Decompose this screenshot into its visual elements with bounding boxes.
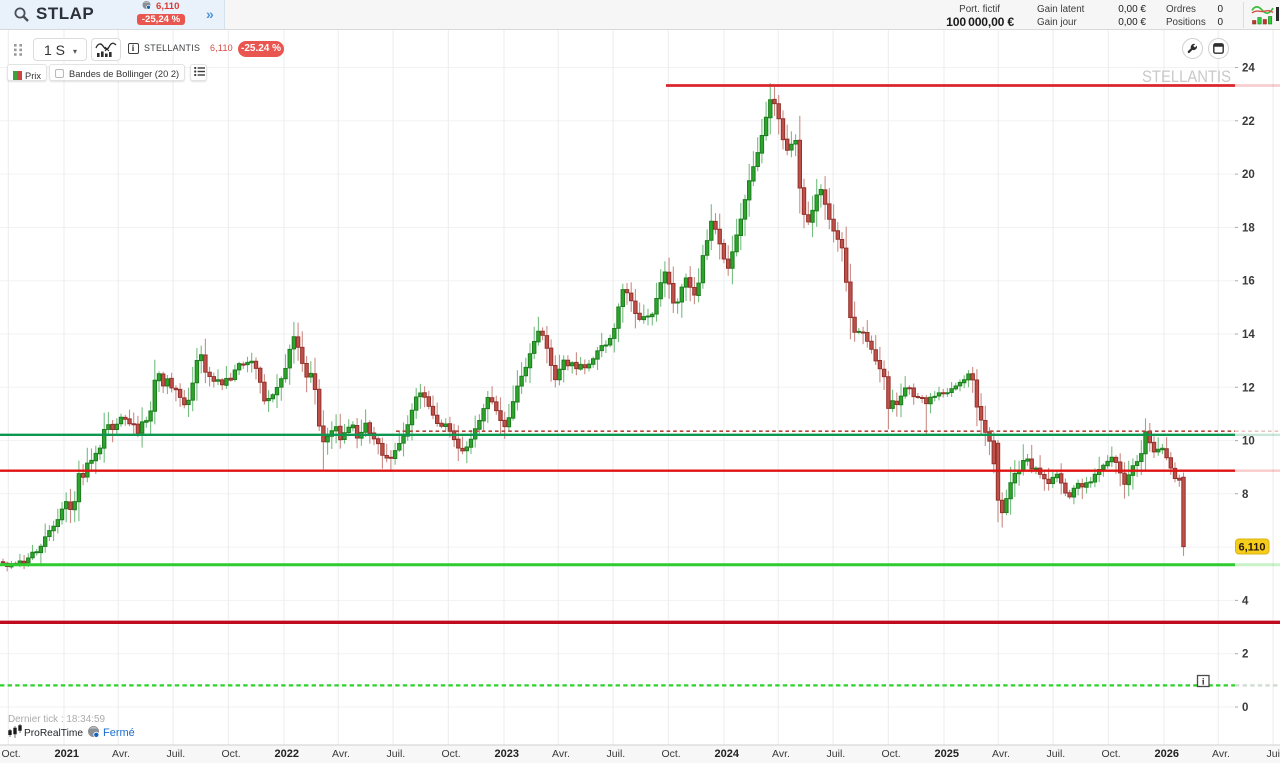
svg-text:10: 10 — [1242, 436, 1255, 448]
svg-text:Oct.: Oct. — [661, 748, 680, 760]
svg-text:Juil.: Juil. — [167, 748, 186, 760]
svg-text:i: i — [1202, 678, 1205, 688]
svg-text:Oct.: Oct. — [881, 748, 900, 760]
svg-text:2022: 2022 — [275, 748, 299, 760]
svg-text:16: 16 — [1242, 276, 1255, 288]
svg-text:Juil.: Juil. — [827, 748, 846, 760]
svg-text:4: 4 — [1242, 595, 1249, 607]
svg-text:2024: 2024 — [715, 748, 740, 760]
svg-text:Oct.: Oct. — [441, 748, 460, 760]
svg-text:2021: 2021 — [55, 748, 79, 760]
svg-text:14: 14 — [1242, 329, 1255, 341]
svg-text:Avr.: Avr. — [112, 748, 130, 760]
svg-text:Juil.: Juil. — [387, 748, 406, 760]
svg-text:Fermé: Fermé — [103, 727, 135, 739]
svg-text:0: 0 — [1242, 702, 1248, 714]
svg-text:12: 12 — [1242, 382, 1255, 394]
svg-text:Oct.: Oct. — [221, 748, 240, 760]
svg-text:6,110: 6,110 — [1239, 542, 1266, 554]
svg-text:2023: 2023 — [495, 748, 519, 760]
svg-text:Oct.: Oct. — [1101, 748, 1120, 760]
svg-text:Oct.: Oct. — [1, 748, 20, 760]
svg-text:Avr.: Avr. — [772, 748, 790, 760]
svg-text:24: 24 — [1242, 63, 1255, 75]
svg-text:20: 20 — [1242, 169, 1255, 181]
svg-text:Avr.: Avr. — [332, 748, 350, 760]
svg-text:ProRealTime: ProRealTime — [24, 727, 83, 739]
svg-text:18: 18 — [1242, 222, 1255, 234]
svg-text:8: 8 — [1242, 489, 1249, 501]
svg-text:Avr.: Avr. — [552, 748, 570, 760]
svg-text:Dernier tick : 18:34:59: Dernier tick : 18:34:59 — [8, 714, 105, 725]
svg-text:Juil.: Juil. — [1267, 748, 1280, 760]
svg-text:STELLANTIS: STELLANTIS — [1142, 68, 1231, 86]
svg-text:2025: 2025 — [935, 748, 959, 760]
svg-text:22: 22 — [1242, 116, 1255, 128]
svg-text:Juil.: Juil. — [1047, 748, 1066, 760]
svg-text:2026: 2026 — [1155, 748, 1179, 760]
svg-text:Avr.: Avr. — [992, 748, 1010, 760]
svg-text:Juil.: Juil. — [607, 748, 626, 760]
svg-text:2: 2 — [1242, 649, 1248, 661]
svg-text:Avr.: Avr. — [1212, 748, 1230, 760]
